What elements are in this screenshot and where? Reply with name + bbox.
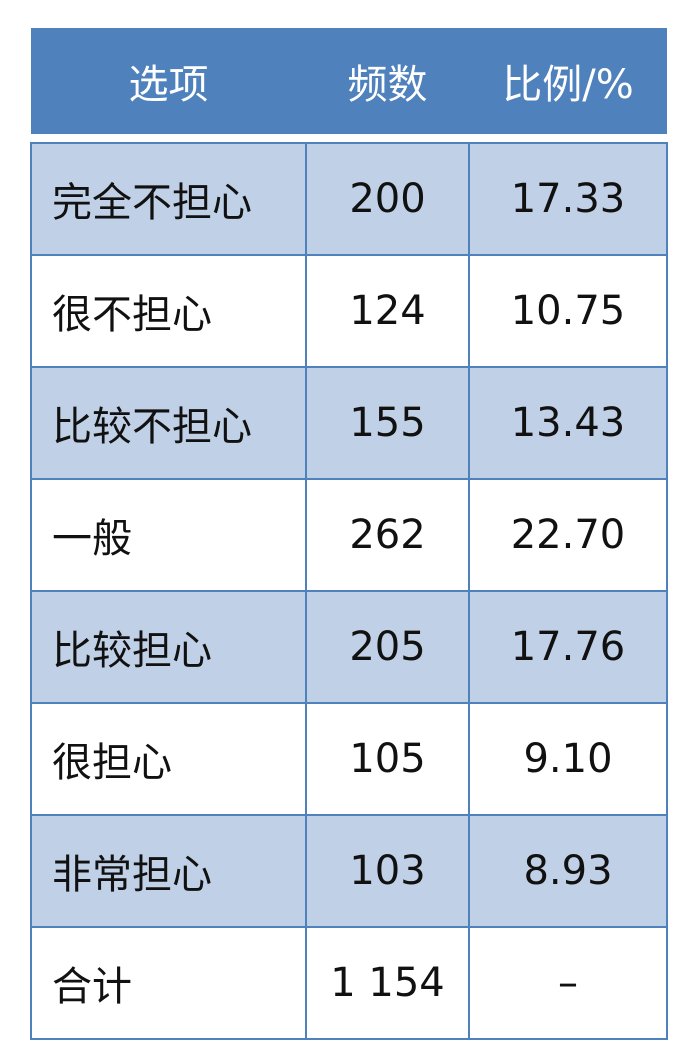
table: 选项 频数 比例/% 完全不担心 200 17.33 很不担心 124 10.75 比较不担心 1… [30,28,668,1040]
value-cell: 155 [305,366,470,480]
table-row: 很不担心 124 10.75 [30,254,668,368]
value-cell: 8.93 [468,814,668,928]
option-cell: 很不担心 [30,254,307,368]
option-cell: 比较担心 [30,590,307,704]
spacer-cell [31,134,667,143]
value-cell: 262 [305,478,470,592]
value-cell: 1 154 [305,926,470,1040]
table-row: 合计 1 154– [30,926,668,1040]
spacer [31,134,667,143]
table-row: 比较不担心 155 13.43 [30,366,668,480]
value-cell: 103 [305,814,470,928]
table-row: 很担心 105 9.10 [30,702,668,816]
value-cell: 17.76 [468,590,668,704]
table-row: 比较担心 205 17.76 [30,590,668,704]
option-cell: 很担心 [30,702,307,816]
value-cell: 200 [305,142,470,256]
option-cell: 合计 [30,926,307,1040]
header-cell: 比例/% [469,28,667,134]
option-cell: 非常担心 [30,814,307,928]
value-cell: 13.43 [468,366,668,480]
value-cell: 10.75 [468,254,668,368]
value-cell: 22.70 [468,478,668,592]
option-cell: 完全不担心 [30,142,307,256]
table-row: 完全不担心 200 17.33 [30,142,668,256]
header-row: 选项 频数 比例/% [31,28,667,134]
table-row: 一般 262 22.70 [30,478,668,592]
header-cell: 频数 [306,28,469,134]
value-cell: 105 [305,702,470,816]
value-cell: 9.10 [468,702,668,816]
header-cell: 选项 [31,28,306,134]
value-cell: – [468,926,668,1040]
table-row: 非常担心 103 8.93 [30,814,668,928]
value-cell: 205 [305,590,470,704]
option-cell: 一般 [30,478,307,592]
value-cell: 124 [305,254,470,368]
table-container: 选项 频数 比例/% 完全不担心 200 17.33 很不担心 124 10.75 比较不担心 1… [30,28,668,1040]
option-cell: 比较不担心 [30,366,307,480]
value-cell: 17.33 [468,142,668,256]
